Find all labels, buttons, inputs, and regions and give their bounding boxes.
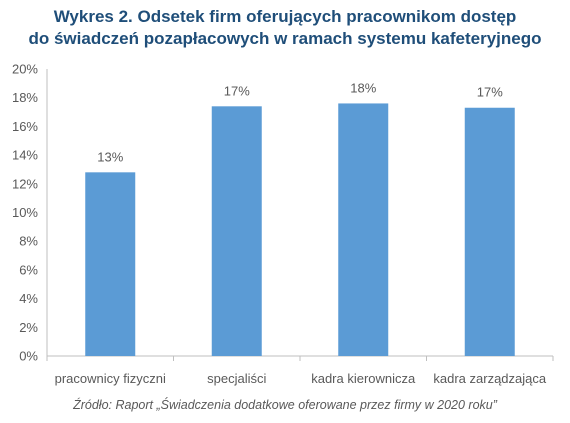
chart-title-line-1: Wykres 2. Odsetek firm oferujących praco…: [53, 7, 517, 26]
chart-title: Wykres 2. Odsetek firm oferujących praco…: [0, 6, 570, 50]
bar: [211, 106, 262, 356]
source-note: Źródło: Raport „Świadczenia dodatkowe of…: [73, 398, 497, 412]
chart-title-line-2: do świadczeń pozapłacowych w ramach syst…: [28, 29, 542, 48]
category-label: kadra zarządzająca: [433, 371, 546, 386]
y-tick-label: 10%: [12, 205, 38, 220]
data-label: 18%: [350, 80, 376, 95]
y-tick-label: 2%: [19, 320, 38, 335]
bar: [338, 103, 389, 356]
y-tick-label: 18%: [12, 90, 38, 105]
bar-chart: 0% 2% 4% 6% 8% 10% 12% 14% 16% 18% 20% 13% pracownic…: [12, 62, 554, 386]
category-label: kadra kierownicza: [311, 371, 416, 386]
y-tick-label: 6%: [19, 262, 38, 277]
y-tick-label: 4%: [19, 291, 38, 306]
category-label: specjaliści: [207, 371, 266, 386]
bar: [85, 172, 136, 356]
data-label: 17%: [477, 85, 503, 100]
y-tick-label: 0%: [19, 349, 38, 364]
bar: [464, 107, 515, 357]
y-tick-label: 16%: [12, 119, 38, 134]
y-tick-label: 12%: [12, 176, 38, 191]
category-label: pracownicy fizyczni: [55, 371, 166, 386]
y-tick-label: 8%: [19, 234, 38, 249]
y-tick-label: 20%: [12, 62, 38, 77]
data-label: 13%: [97, 149, 123, 164]
y-tick-label: 14%: [12, 148, 38, 163]
data-label: 17%: [224, 83, 250, 98]
